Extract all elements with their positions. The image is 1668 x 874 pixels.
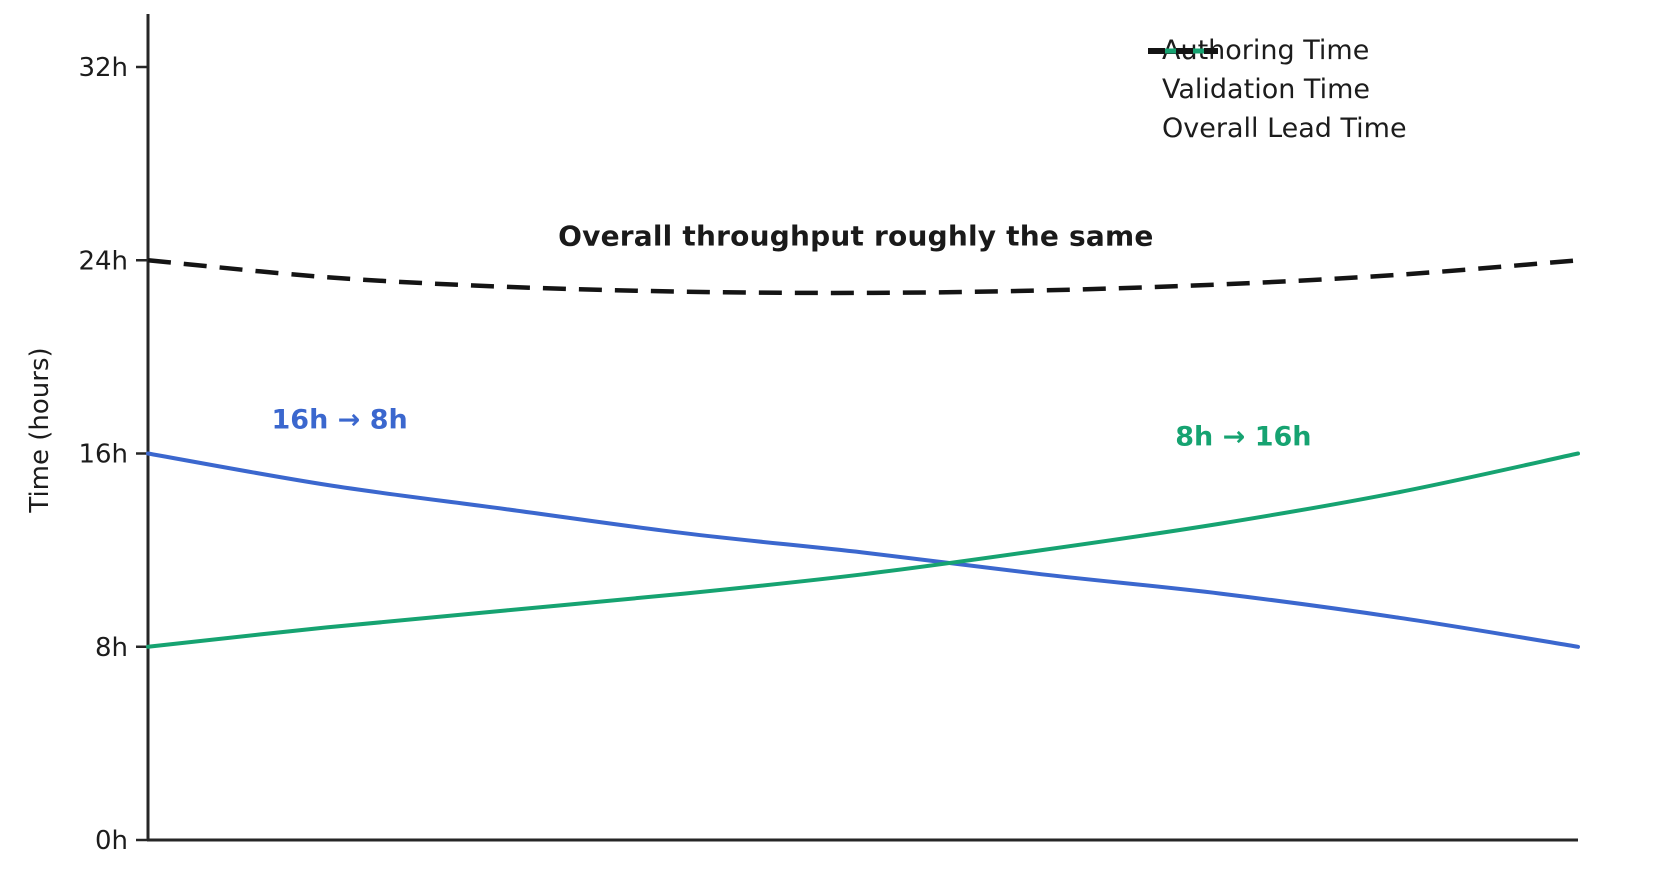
overall-lead-time-line	[147, 258, 1579, 296]
annotation-overall-throughput: Overall throughput roughly the same	[558, 219, 1154, 253]
legend-label-validation: Validation Time	[1162, 74, 1370, 105]
y-tick-label-16h: 16h	[78, 440, 128, 470]
authoring-time-line	[146, 451, 1580, 649]
y-tick-label-32h: 32h	[78, 53, 128, 83]
legend: Authoring Time Validation Time Overall L…	[1146, 35, 1407, 144]
y-tick-label-0h: 0h	[95, 826, 128, 856]
y-tick-label-24h: 24h	[78, 246, 128, 276]
overall-lead-dashed-swatch-icon	[1148, 48, 1218, 54]
legend-item-overall-lead: Overall Lead Time	[1146, 48, 1407, 144]
y-tick-label-8h: 8h	[95, 633, 128, 663]
validation-time-line	[146, 451, 1580, 649]
y-axis-tickmarks	[136, 65, 149, 842]
legend-item-validation: Validation Time	[1146, 48, 1407, 105]
annotation-authoring-16h-to-8h: 16h → 8h	[271, 404, 408, 436]
y-axis-title: Time (hours)	[25, 347, 55, 513]
annotation-validation-8h-to-16h: 8h → 16h	[1175, 421, 1312, 453]
legend-label-overall-lead: Overall Lead Time	[1162, 113, 1407, 144]
